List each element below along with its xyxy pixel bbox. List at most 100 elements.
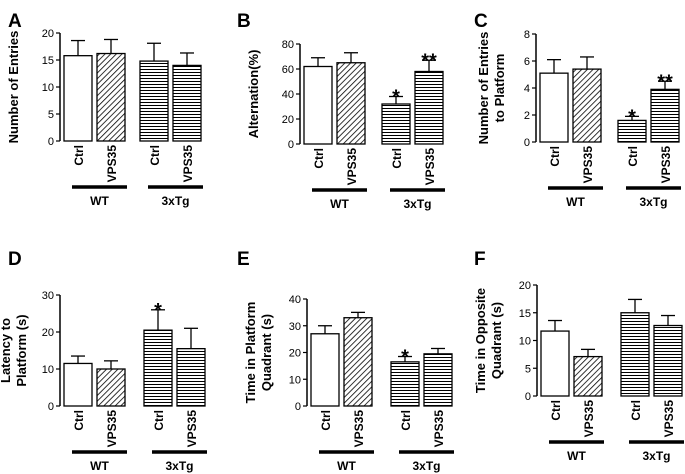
y-tick-label: 6 (524, 56, 530, 68)
group-label: 3xTg (403, 197, 431, 211)
chart-panel-a: A 0 5 10 15 20 Number of Entries Ctrl VPS35 Ctrl V… (6, 11, 203, 208)
x-category-label: Ctrl (629, 400, 643, 421)
group-label: 3xTg (165, 459, 193, 473)
bar (176, 347, 206, 407)
bar (540, 330, 570, 397)
group-label: 3xTg (161, 194, 189, 208)
x-category-label: Ctrl (399, 410, 413, 431)
y-tick-label: 30 (42, 290, 54, 302)
chart-panel-c: C 0 2 4 6 8 Number of Entries to Platform Ctrl VP… (474, 11, 681, 209)
group-label: WT (337, 459, 356, 473)
significance-marker: * (628, 106, 636, 128)
x-category-label: VPS35 (432, 410, 446, 448)
group-label: WT (566, 195, 585, 209)
y-tick-label: 15 (519, 308, 531, 320)
x-category-label: Ctrl (312, 148, 326, 169)
y-tick-label: 10 (42, 82, 54, 94)
group-label: WT (90, 194, 109, 208)
bar (139, 60, 169, 142)
y-tick-label: 0 (295, 401, 301, 413)
bar (539, 72, 569, 143)
y-tick-label: 80 (282, 39, 294, 51)
y-tick-label: 0 (525, 391, 531, 403)
x-category-label: Ctrl (152, 410, 166, 431)
y-tick-label: 60 (282, 64, 294, 76)
y-tick-label: 20 (519, 280, 531, 292)
y-tick-label: 5 (48, 109, 54, 121)
x-category-label: VPS35 (582, 400, 596, 438)
x-category-label: VPS35 (185, 410, 199, 448)
chart-panel-d: D 0 10 20 30 Latency to Platform (s) Ctrl VPS35 *… (0, 249, 207, 473)
x-category-label: VPS35 (423, 148, 437, 186)
panel-label: C (474, 11, 488, 32)
bar (143, 329, 173, 407)
significance-marker: * (392, 87, 400, 109)
y-axis-label: to Platform (492, 54, 507, 123)
y-axis-label: Time in Opposite (473, 288, 488, 393)
group-label: WT (567, 449, 586, 463)
y-tick-label: 4 (524, 83, 530, 95)
group-label: 3xTg (412, 459, 440, 473)
panel-label: B (237, 11, 251, 32)
y-tick-label: 20 (282, 114, 294, 126)
x-category-label: VPS35 (105, 410, 119, 448)
x-category-label: VPS35 (662, 400, 676, 438)
y-tick-label: 5 (525, 363, 531, 375)
y-tick-label: 0 (48, 136, 54, 148)
x-category-label: Ctrl (390, 148, 404, 169)
x-category-label: Ctrl (626, 146, 640, 167)
x-category-label: Ctrl (549, 400, 563, 421)
bar (96, 52, 126, 142)
y-axis-label: Platform (s) (14, 314, 29, 386)
y-axis-label: Alternation(%) (246, 50, 261, 139)
bar (653, 324, 683, 397)
y-tick-label: 0 (524, 137, 530, 149)
y-tick-label: 2 (524, 110, 530, 122)
panel-label: E (237, 249, 250, 270)
group-label: 3xTg (642, 449, 670, 463)
group-label: 3xTg (639, 195, 667, 209)
x-category-label: VPS35 (352, 410, 366, 448)
bar (172, 64, 202, 142)
x-category-label: Ctrl (72, 145, 86, 166)
x-category-label: Ctrl (72, 410, 86, 431)
x-category-label: Ctrl (319, 410, 333, 431)
x-category-label: Ctrl (548, 146, 562, 167)
bar (310, 333, 340, 407)
y-tick-label: 10 (42, 364, 54, 376)
y-tick-label: 20 (42, 28, 54, 40)
y-tick-label: 30 (289, 321, 301, 333)
significance-marker: ** (421, 50, 437, 72)
group-label: WT (90, 459, 109, 473)
y-axis-label: Latency to (0, 318, 13, 383)
bar (650, 88, 680, 143)
y-tick-label: 8 (524, 29, 530, 41)
y-axis-label: Number of Entries (6, 31, 21, 144)
y-axis-label: Quadrant (s) (259, 314, 274, 391)
bar (390, 361, 420, 407)
bar (381, 103, 411, 145)
x-category-label: VPS35 (345, 148, 359, 186)
y-tick-label: 0 (48, 401, 54, 413)
y-tick-label: 40 (289, 294, 301, 306)
y-axis-label: Quadrant (s) (489, 302, 504, 379)
bar (414, 70, 444, 145)
y-tick-label: 20 (42, 327, 54, 339)
x-category-label: VPS35 (581, 146, 595, 184)
bar (96, 368, 126, 407)
bar (423, 353, 453, 407)
chart-panel-b: B 0 20 40 60 80 Alternation(%) Ctrl VPS35 * Ctrl **… (237, 11, 445, 211)
panel-label: F (474, 249, 486, 270)
significance-marker: * (154, 300, 162, 322)
x-category-label: VPS35 (181, 145, 195, 183)
bar (573, 355, 603, 397)
group-label: WT (330, 197, 349, 211)
y-tick-label: 10 (519, 336, 531, 348)
panel-label: A (8, 11, 22, 32)
significance-marker: ** (657, 71, 673, 93)
bar (63, 362, 93, 407)
y-tick-label: 40 (282, 89, 294, 101)
x-category-label: Ctrl (148, 145, 162, 166)
x-category-label: VPS35 (105, 145, 119, 183)
